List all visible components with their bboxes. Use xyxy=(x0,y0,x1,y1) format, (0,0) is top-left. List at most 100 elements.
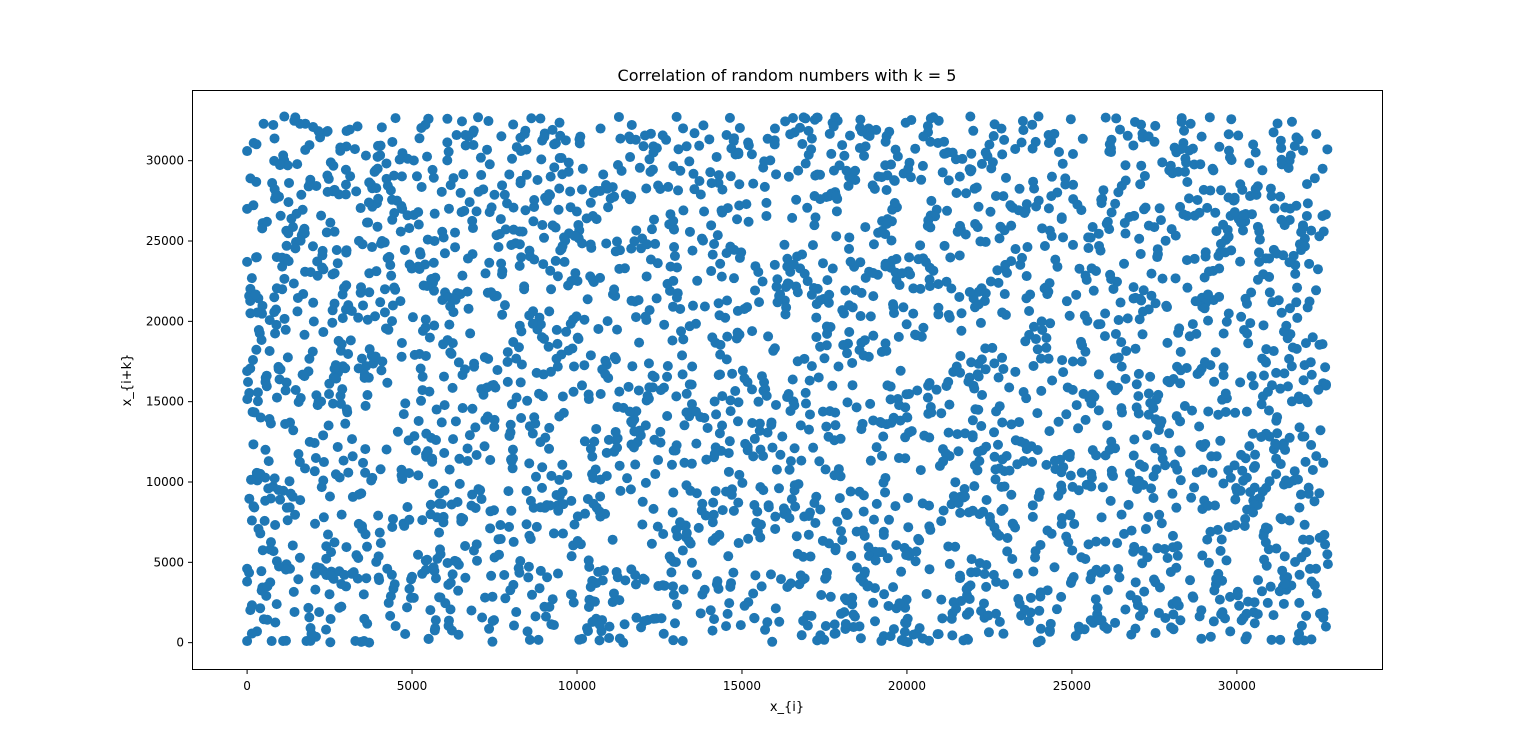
data-point xyxy=(805,551,816,562)
data-point xyxy=(916,174,927,185)
data-point xyxy=(844,232,855,243)
data-point xyxy=(883,600,894,611)
data-point xyxy=(445,604,456,615)
data-point xyxy=(883,514,894,525)
data-point xyxy=(260,444,271,455)
data-point xyxy=(684,156,695,167)
data-point xyxy=(1129,541,1140,552)
data-point xyxy=(943,175,954,186)
data-point xyxy=(1314,339,1325,350)
data-point xyxy=(242,394,253,405)
data-point xyxy=(841,509,852,520)
data-point xyxy=(1104,224,1115,235)
data-point xyxy=(667,507,678,518)
data-point xyxy=(527,318,538,329)
data-point xyxy=(811,312,822,323)
data-point xyxy=(936,408,947,419)
data-point xyxy=(357,521,368,532)
data-point xyxy=(1237,184,1248,195)
data-point xyxy=(1081,274,1092,285)
data-point xyxy=(639,130,650,141)
data-point xyxy=(785,266,796,277)
data-point xyxy=(374,575,385,586)
data-point xyxy=(937,613,948,624)
data-point xyxy=(391,195,402,206)
data-point xyxy=(695,189,706,200)
data-point xyxy=(390,284,401,295)
data-point xyxy=(992,265,1003,276)
data-point xyxy=(1065,470,1076,481)
data-point xyxy=(615,485,626,496)
data-point xyxy=(610,354,621,365)
data-point xyxy=(1086,472,1097,483)
data-point xyxy=(396,464,407,475)
data-point xyxy=(283,256,294,267)
data-point xyxy=(557,391,568,402)
data-point xyxy=(1025,592,1036,603)
data-point xyxy=(1252,609,1263,620)
data-point xyxy=(1300,338,1311,349)
data-point xyxy=(300,118,311,129)
data-point xyxy=(242,576,253,587)
data-point xyxy=(1016,137,1027,148)
data-point xyxy=(1044,426,1055,437)
data-point xyxy=(653,581,664,592)
data-point xyxy=(453,357,464,368)
data-point xyxy=(859,335,870,346)
data-point xyxy=(445,301,456,312)
data-point xyxy=(601,238,612,249)
data-point xyxy=(383,597,394,608)
data-point xyxy=(924,635,935,646)
data-point xyxy=(1260,522,1271,533)
data-point xyxy=(836,526,847,537)
data-point xyxy=(489,421,500,432)
data-point xyxy=(373,551,384,562)
data-point xyxy=(851,562,862,573)
data-point xyxy=(1265,183,1276,194)
data-point xyxy=(1175,615,1186,626)
data-point xyxy=(1126,525,1137,536)
data-point xyxy=(742,441,753,452)
data-point xyxy=(865,455,876,466)
data-point xyxy=(952,226,963,237)
data-point xyxy=(257,223,268,234)
data-point xyxy=(544,443,555,454)
data-point xyxy=(797,138,808,149)
data-point xyxy=(529,201,540,212)
data-point xyxy=(322,186,333,197)
data-point xyxy=(810,518,821,529)
data-point xyxy=(442,137,453,148)
data-point xyxy=(1076,552,1087,563)
data-point xyxy=(1095,319,1106,330)
data-point xyxy=(1150,120,1161,131)
data-point xyxy=(807,240,818,251)
data-point xyxy=(870,616,880,627)
data-point xyxy=(1074,624,1085,635)
data-point xyxy=(754,425,765,436)
data-point xyxy=(288,586,299,597)
data-point xyxy=(749,612,760,623)
data-point xyxy=(890,501,901,512)
data-point xyxy=(724,598,735,609)
data-point xyxy=(469,361,480,372)
data-point xyxy=(702,422,713,433)
data-point xyxy=(997,307,1008,318)
data-point xyxy=(1094,240,1105,251)
data-point xyxy=(848,609,859,620)
data-point xyxy=(734,469,745,480)
data-point xyxy=(937,167,948,178)
data-point xyxy=(256,335,267,345)
data-point xyxy=(671,599,682,610)
data-point xyxy=(1083,539,1094,550)
data-point xyxy=(400,398,411,409)
data-point xyxy=(643,358,654,369)
data-point xyxy=(1010,366,1021,377)
data-point xyxy=(295,495,306,506)
data-point xyxy=(354,235,364,246)
data-point xyxy=(688,168,699,179)
data-point xyxy=(569,519,580,530)
data-point xyxy=(322,529,333,540)
data-point xyxy=(695,608,706,619)
data-point xyxy=(836,608,847,619)
data-point xyxy=(1116,361,1127,372)
